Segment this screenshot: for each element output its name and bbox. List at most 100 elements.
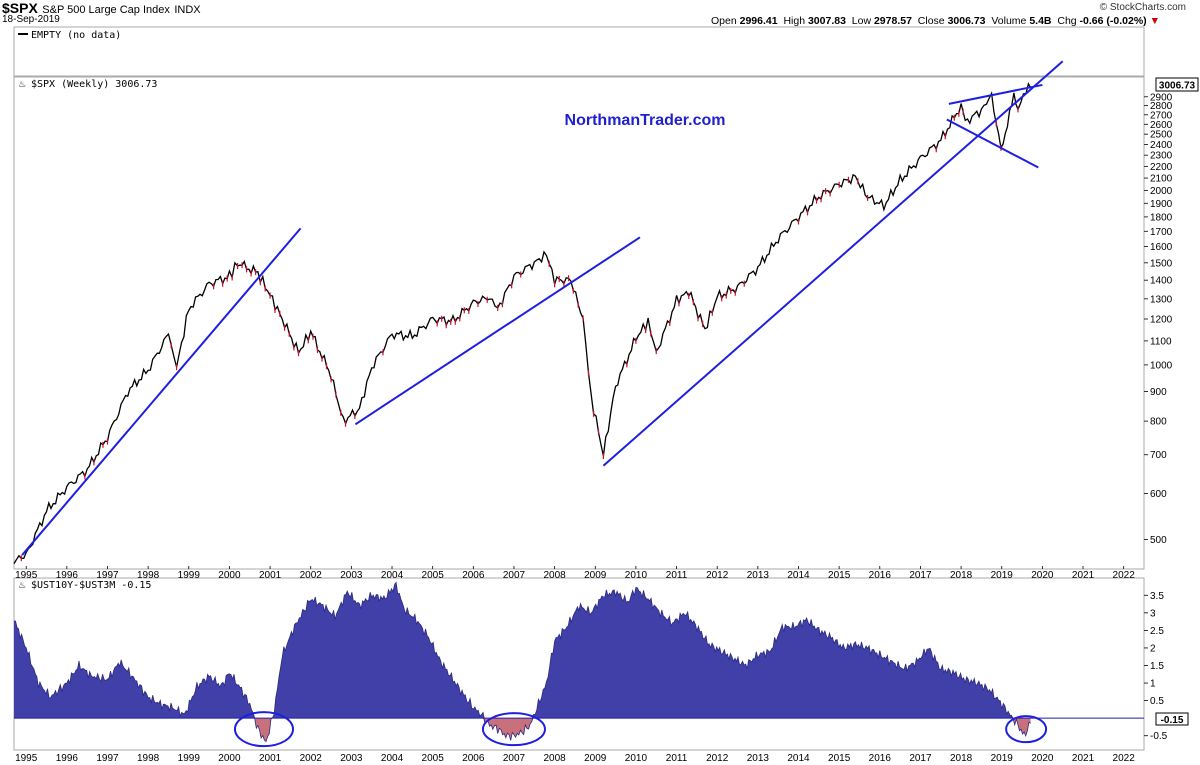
spread-y-tick-label: 0.5 [1150, 696, 1164, 707]
volume-value: 5.4B [1029, 15, 1052, 27]
chart-date: 18-Sep-2019 [2, 14, 60, 25]
price-y-tick-label: 2200 [1150, 162, 1173, 173]
x-tick-label: 2003 [340, 570, 363, 581]
x-tick-label: 2020 [1031, 753, 1054, 764]
spread-line [14, 581, 1031, 743]
x-tick-label: 2001 [259, 753, 282, 764]
spread-value-tag: -0.15 [1155, 712, 1189, 726]
x-tick-label: 1996 [56, 570, 79, 581]
price-y-tick-label: 1000 [1150, 360, 1173, 371]
spread-y-tick-label: 2 [1150, 643, 1156, 654]
x-tick-label: 1995 [15, 570, 38, 581]
x-tick-label: 1997 [96, 753, 119, 764]
spread-positive-area [14, 582, 1031, 719]
spread-y-tick-label: -0.5 [1150, 731, 1168, 742]
x-tick-label: 1995 [15, 753, 38, 764]
empty-panel [13, 26, 1145, 77]
x-tick-label: 2012 [706, 753, 729, 764]
close-value: 3006.73 [947, 15, 986, 27]
x-tick-label: 2010 [625, 753, 648, 764]
x-tick-label: 2016 [869, 570, 892, 581]
spread-tag-value: -0.15 [1161, 715, 1184, 726]
x-tick-label: 2018 [950, 753, 973, 764]
x-tick-label: 1997 [96, 570, 119, 581]
x-tick-label: 1996 [56, 753, 79, 764]
x-tick-label: 2017 [909, 753, 932, 764]
x-tick-label: 2000 [218, 570, 241, 581]
stockcharts-brand[interactable]: © StockCharts.com [1099, 2, 1186, 13]
x-tick-label: 1999 [178, 753, 201, 764]
price-y-tick-label: 1800 [1150, 212, 1173, 223]
x-tick-label: 2014 [787, 570, 810, 581]
empty-panel-label: EMPTY (no data) [31, 30, 121, 41]
volume-label: Volume [991, 15, 1027, 27]
x-tick-label: 2018 [950, 570, 973, 581]
exchange: INDX [174, 4, 201, 16]
high-value: 3007.83 [807, 15, 846, 27]
price-y-tick-label: 2000 [1150, 186, 1173, 197]
x-tick-label: 2015 [828, 570, 851, 581]
symbol: $SPX [2, 0, 38, 16]
x-axis-labels-bottom: 1995 1996 1997 1998 1999 2000 2001 2002 2003 2004… [15, 753, 1135, 764]
x-tick-label: 2020 [1031, 570, 1054, 581]
x-tick-label: 2008 [543, 570, 566, 581]
price-legend-icon: ♨ [18, 80, 26, 90]
price-y-tick-label: 1900 [1150, 199, 1173, 210]
x-tick-label: 2009 [584, 753, 607, 764]
inversion-circle [1005, 715, 1048, 744]
low-label: Low [851, 15, 872, 27]
x-tick-label: 2017 [909, 570, 932, 581]
price-y-tick-label: 800 [1150, 417, 1167, 428]
x-tick-label: 2005 [422, 753, 445, 764]
x-tick-label: 2003 [340, 753, 363, 764]
x-tick-label: 2002 [300, 570, 323, 581]
x-tick-label: 2013 [747, 753, 770, 764]
price-y-tick-label: 900 [1150, 387, 1167, 398]
inversion-circle [481, 712, 546, 747]
x-tick-label: 2015 [828, 753, 851, 764]
x-tick-label: 2004 [381, 753, 404, 764]
inversion-circles [233, 711, 1048, 748]
x-tick-label: 2019 [991, 570, 1014, 581]
x-tick-label: 2021 [1072, 753, 1095, 764]
x-axis-labels-main: 1995 1996 1997 1998 1999 2000 2001 2002 2003 2004… [15, 570, 1135, 581]
chg-label: Chg [1057, 15, 1077, 27]
x-tick-label: 1998 [137, 570, 160, 581]
price-y-tick-label: 2800 [1150, 101, 1173, 112]
inversion-circle [233, 711, 294, 748]
price-y-tick-label: 2100 [1150, 174, 1173, 185]
price-y-tick-label: 1700 [1150, 227, 1173, 238]
chart-header: $SPX S&P 500 Large Cap Index INDX [2, 0, 201, 18]
x-tick-label: 2008 [543, 753, 566, 764]
price-y-axis: 500 600 700 800 900 1000 1100 1200 1300 1400 1500 1… [1144, 92, 1173, 546]
index-name: S&P 500 Large Cap Index [42, 4, 170, 16]
price-y-tick-label: 2600 [1150, 120, 1173, 131]
x-tick-label: 2022 [1113, 753, 1136, 764]
price-y-tick-label: 2400 [1150, 140, 1173, 151]
close-label: Close [917, 15, 945, 27]
watermark: NorthmanTrader.com [565, 112, 726, 129]
high-label: High [783, 15, 806, 27]
price-y-tick-label: 600 [1150, 489, 1167, 500]
down-bar-accents [20, 106, 1019, 562]
spread-legend-icon: ♨ [18, 581, 26, 591]
x-tick-label: 1998 [137, 753, 160, 764]
x-tick-label: 2007 [503, 753, 526, 764]
price-y-tick-label: 1400 [1150, 276, 1173, 287]
chg-down-icon: ▼ [1149, 15, 1160, 27]
x-tick-label: 2002 [300, 753, 323, 764]
trendlines [20, 60, 1064, 562]
spread-y-tick-label: 3.5 [1150, 591, 1164, 602]
spread-negative-area [14, 718, 1031, 742]
price-tag-value: 3006.73 [1159, 81, 1196, 92]
x-tick-label: 2011 [666, 570, 688, 581]
price-y-tick-label: 1300 [1150, 294, 1173, 305]
chg-value: -0.66 (-0.02%) [1079, 15, 1147, 27]
trendline [948, 83, 1043, 105]
trendline [602, 60, 1064, 467]
price-panel [13, 76, 1145, 570]
ohlc-readout: Open 2996.41 High 3007.83 Low 2978.57 Cl… [711, 15, 1160, 27]
price-y-tick-label: 1100 [1150, 336, 1172, 347]
x-tick-label: 2000 [218, 753, 241, 764]
